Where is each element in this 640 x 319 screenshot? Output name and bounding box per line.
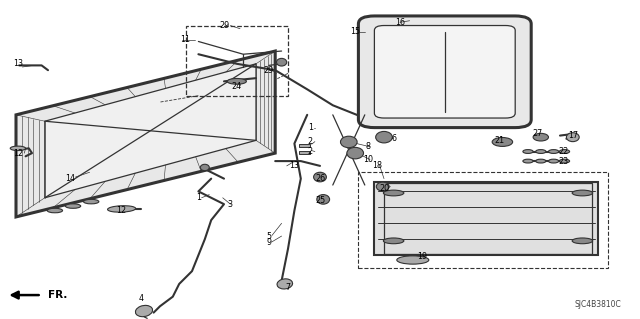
Text: 8: 8 [365,142,371,151]
FancyBboxPatch shape [358,16,531,128]
Polygon shape [374,182,598,255]
FancyBboxPatch shape [374,26,515,118]
Text: 12: 12 [116,206,127,215]
Text: 17: 17 [568,131,578,140]
Text: 14: 14 [65,174,76,183]
Text: 7: 7 [285,283,291,292]
Text: 3: 3 [228,200,233,209]
Ellipse shape [108,206,136,212]
Ellipse shape [340,136,357,148]
Ellipse shape [10,146,26,151]
Ellipse shape [397,256,429,264]
Bar [299,151,310,154]
Text: 29: 29 [264,66,274,75]
Ellipse shape [383,238,404,244]
Ellipse shape [572,190,593,196]
Ellipse shape [83,199,99,204]
Text: 16: 16 [395,18,405,27]
Text: 15: 15 [350,27,360,36]
Ellipse shape [47,208,63,213]
Ellipse shape [536,150,546,153]
Bar [299,144,310,147]
Bar [186,26,288,96]
Ellipse shape [276,58,287,66]
Ellipse shape [572,238,593,244]
Ellipse shape [376,182,389,191]
Text: 12: 12 [13,149,23,158]
Ellipse shape [347,147,364,159]
Text: 21: 21 [494,136,504,145]
Text: 25: 25 [315,197,325,205]
Text: 1: 1 [196,193,201,202]
Polygon shape [45,64,256,198]
Text: 2: 2 [308,137,313,146]
Ellipse shape [523,150,533,153]
Bar [358,172,608,268]
Text: 20: 20 [379,184,389,193]
Ellipse shape [536,159,546,163]
Ellipse shape [559,150,570,153]
Text: 18: 18 [372,161,383,170]
Text: 4: 4 [138,294,143,303]
Text: 13: 13 [289,161,300,170]
Text: 24: 24 [232,82,242,91]
Ellipse shape [383,190,404,196]
Ellipse shape [492,137,513,146]
Ellipse shape [227,78,246,84]
Text: 6: 6 [391,134,396,143]
Text: 23: 23 [558,157,568,166]
Text: 1: 1 [308,123,313,132]
Text: FR.: FR. [48,290,67,300]
Ellipse shape [314,172,326,182]
Ellipse shape [548,159,559,163]
Polygon shape [16,51,275,217]
Ellipse shape [376,131,392,143]
Text: 22: 22 [558,147,568,156]
Ellipse shape [559,159,570,163]
Ellipse shape [65,204,81,208]
Text: 9: 9 [266,238,271,247]
Text: 10: 10 [363,155,373,164]
Ellipse shape [317,195,330,204]
Text: 27: 27 [532,130,543,138]
Ellipse shape [548,150,559,153]
Ellipse shape [566,133,579,142]
Text: 11: 11 [180,35,191,44]
Ellipse shape [277,279,292,289]
Text: 2: 2 [308,147,313,156]
Text: 19: 19 [417,252,428,261]
Text: 26: 26 [315,174,325,183]
Text: 13: 13 [13,59,23,68]
Ellipse shape [200,164,209,171]
Ellipse shape [136,305,152,317]
Text: SJC4B3810C: SJC4B3810C [574,300,621,309]
Text: 5: 5 [266,232,271,241]
Ellipse shape [533,133,548,141]
Ellipse shape [523,159,533,163]
Text: 29: 29 [219,21,229,30]
